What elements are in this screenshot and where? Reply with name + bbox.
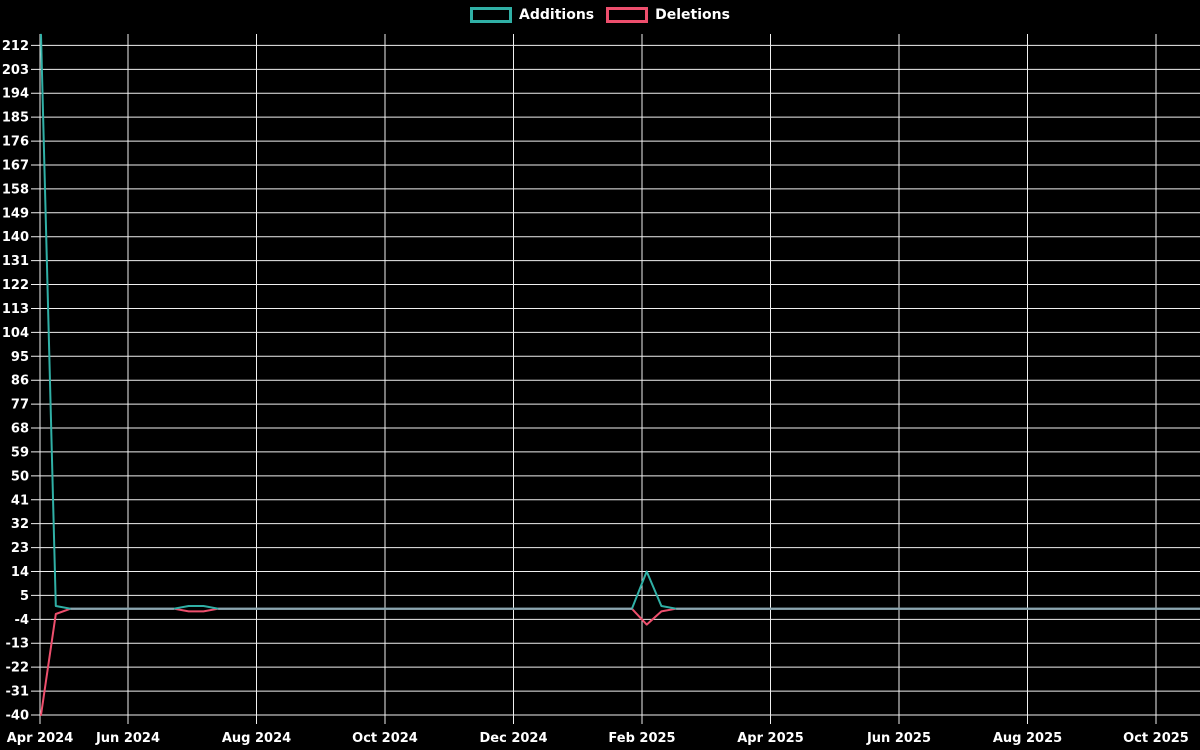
y-axis-label: -4 <box>15 613 29 628</box>
y-axis-label: 122 <box>2 278 29 293</box>
y-axis-label: 68 <box>11 422 29 437</box>
y-axis-label: 59 <box>11 445 29 460</box>
x-axis-label: Dec 2024 <box>479 731 547 746</box>
y-axis-label: 5 <box>20 589 29 604</box>
legend-item-deletions[interactable]: Deletions <box>606 7 730 23</box>
y-axis-label: 50 <box>11 469 29 484</box>
y-axis-label: 167 <box>2 158 29 173</box>
x-axis-label: Oct 2025 <box>1123 731 1189 746</box>
x-axis-label: Jun 2025 <box>866 731 931 746</box>
y-axis-label: -13 <box>6 637 30 652</box>
x-axis-label: Apr 2025 <box>737 731 804 746</box>
y-axis-label: 77 <box>11 398 29 413</box>
y-axis-label: 32 <box>11 517 29 532</box>
legend-item-additions[interactable]: Additions <box>470 7 594 23</box>
x-axis-label: Apr 2024 <box>7 731 74 746</box>
y-axis-label: 140 <box>2 230 29 245</box>
x-axis-label: Aug 2024 <box>222 731 291 746</box>
y-axis-label: 95 <box>11 350 29 365</box>
y-axis-label: -31 <box>6 685 30 700</box>
y-axis-label: 176 <box>2 135 29 150</box>
y-axis-label: 113 <box>2 302 29 317</box>
y-axis-label: 149 <box>2 206 29 221</box>
y-axis-label: 104 <box>2 326 29 341</box>
additions-line <box>40 33 1200 610</box>
y-axis-label: 23 <box>11 541 29 556</box>
x-axis-label: Aug 2025 <box>993 731 1062 746</box>
legend-label-additions: Additions <box>519 7 595 23</box>
y-axis-label: -40 <box>6 708 30 723</box>
additions-swatch-icon <box>470 7 513 23</box>
y-axis-label: 203 <box>2 63 29 78</box>
y-axis-label: 185 <box>2 111 29 126</box>
legend: Additions Deletions <box>0 7 1200 23</box>
y-axis-label: 131 <box>2 254 29 269</box>
y-axis-label: 86 <box>11 374 29 389</box>
legend-label-deletions: Deletions <box>655 7 730 23</box>
deletions-line <box>40 607 1200 716</box>
x-axis-label: Feb 2025 <box>608 731 675 746</box>
x-axis-label: Jun 2024 <box>95 731 160 746</box>
y-axis-label: 212 <box>2 39 29 54</box>
y-axis-label: -22 <box>6 661 30 676</box>
y-axis-label: 194 <box>2 87 29 102</box>
deletions-swatch-icon <box>606 7 649 23</box>
x-axis-label: Oct 2024 <box>352 731 418 746</box>
y-axis-label: 14 <box>11 565 29 580</box>
y-axis-label: 41 <box>11 493 29 508</box>
y-axis-label: 158 <box>2 182 29 197</box>
